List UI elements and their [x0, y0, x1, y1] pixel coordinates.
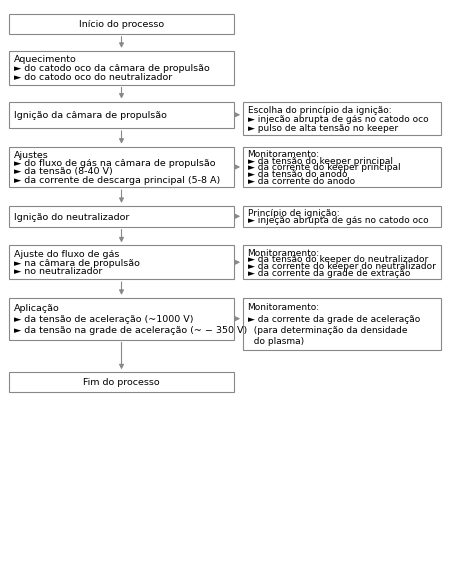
Text: ► do catodo oco da câmara de propulsão: ► do catodo oco da câmara de propulsão	[14, 64, 209, 73]
Text: Monitoramento:: Monitoramento:	[248, 150, 320, 159]
Text: ► da tensão do keeper principal: ► da tensão do keeper principal	[248, 157, 392, 166]
Text: ► injecão abrupta de gás no catodo oco: ► injecão abrupta de gás no catodo oco	[248, 115, 428, 124]
Text: ► da corrente da grade de extração: ► da corrente da grade de extração	[248, 268, 410, 277]
Text: ► no neutralizador: ► no neutralizador	[14, 267, 102, 276]
Text: ► da corrente do keeper do neutralizador: ► da corrente do keeper do neutralizador	[248, 262, 436, 271]
Text: Início do processo: Início do processo	[79, 20, 164, 29]
Text: Ajustes: Ajustes	[14, 151, 48, 160]
Bar	[9, 245, 234, 279]
Bar	[9, 14, 234, 34]
Text: ► do catodo oco do neutralizador: ► do catodo oco do neutralizador	[14, 73, 172, 82]
Text: (para determinação da densidade: (para determinação da densidade	[248, 325, 407, 334]
Text: Aplicação: Aplicação	[14, 303, 59, 312]
Bar	[243, 147, 441, 187]
Text: Fim do processo: Fim do processo	[83, 378, 160, 387]
Text: Ignição do neutralizador: Ignição do neutralizador	[14, 213, 129, 222]
Text: ► da tensão do anodo: ► da tensão do anodo	[248, 170, 347, 179]
Text: Aquecimento: Aquecimento	[14, 55, 76, 64]
Text: ► do fluxo de gás na câmara de propulsão: ► do fluxo de gás na câmara de propulsão	[14, 159, 215, 168]
Bar	[243, 102, 441, 135]
Text: ► da tensão do keeper do neutralizador: ► da tensão do keeper do neutralizador	[248, 255, 428, 265]
Bar	[9, 147, 234, 187]
Text: ► injeção abrupta de gás no catodo oco: ► injeção abrupta de gás no catodo oco	[248, 216, 428, 225]
Bar	[9, 372, 234, 392]
Bar	[243, 298, 441, 350]
Text: ► na câmara de propulsão: ► na câmara de propulsão	[14, 259, 140, 267]
Text: Ignição da câmara de propulsão: Ignição da câmara de propulsão	[14, 111, 166, 120]
Text: Monitoramento:: Monitoramento:	[248, 249, 320, 258]
Bar	[243, 245, 441, 279]
Bar	[9, 206, 234, 227]
Text: ► da corrente da grade de aceleração: ► da corrente da grade de aceleração	[248, 315, 420, 324]
Text: ► pulso de alta tensão no keeper: ► pulso de alta tensão no keeper	[248, 124, 398, 133]
Text: ► da tensão de aceleração (~1000 V): ► da tensão de aceleração (~1000 V)	[14, 315, 193, 324]
Text: ► da corrente do anodo: ► da corrente do anodo	[248, 177, 355, 186]
Text: Monitoramento:: Monitoramento:	[248, 303, 320, 312]
Text: ► da tensão (8-40 V): ► da tensão (8-40 V)	[14, 168, 112, 177]
Bar	[9, 102, 234, 128]
Text: ► da tensão na grade de aceleração (~ − 350 V): ► da tensão na grade de aceleração (~ − …	[14, 327, 247, 336]
Text: do plasma): do plasma)	[248, 337, 304, 346]
Text: Escolha do princípio da ignição:: Escolha do princípio da ignição:	[248, 106, 391, 115]
Text: ► da corrente do keeper principal: ► da corrente do keeper principal	[248, 164, 400, 172]
Text: ► da corrente de descarga principal (5-8 A): ► da corrente de descarga principal (5-8…	[14, 176, 220, 185]
Bar	[9, 51, 234, 85]
Text: Princípio de ignição:: Princípio de ignição:	[248, 209, 339, 218]
Text: Ajuste do fluxo de gás: Ajuste do fluxo de gás	[14, 250, 119, 259]
Bar	[9, 298, 234, 340]
Bar	[243, 206, 441, 227]
